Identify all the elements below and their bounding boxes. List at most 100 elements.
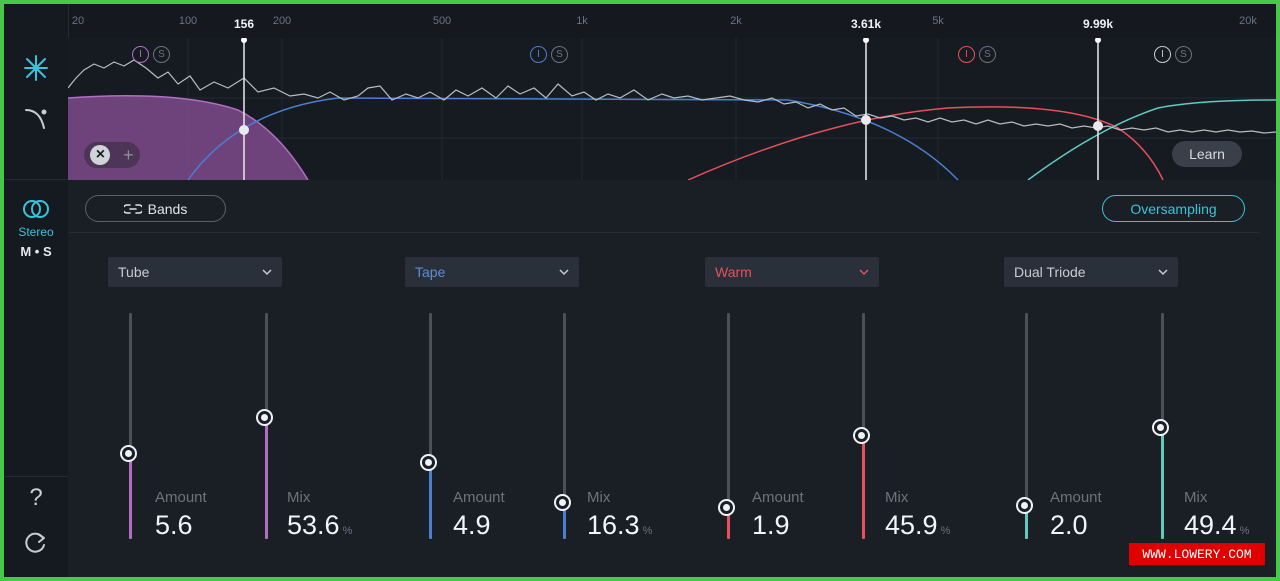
band-3-mix-slider[interactable] xyxy=(853,313,870,539)
band-3-amount-label: Amount xyxy=(752,489,804,506)
band-2-solo-toggle[interactable]: S xyxy=(551,46,568,63)
freq-tick: 200 xyxy=(272,15,292,27)
crossover-1-label: 156 xyxy=(233,17,255,31)
band-3-mix-fill xyxy=(862,435,865,539)
percent-unit: % xyxy=(940,525,951,537)
frequency-scale: 20 100 200 500 1k 2k 5k 20k 156 3.61k 9.… xyxy=(68,4,1276,38)
band-3-solo-toggle[interactable]: S xyxy=(979,46,996,63)
band-1-bypass-toggle[interactable]: I xyxy=(132,46,149,63)
remove-band-button[interactable]: × xyxy=(90,145,111,165)
band-2-amount-slider[interactable] xyxy=(420,313,437,539)
band-2-badges: I S xyxy=(530,46,568,63)
band-3-amount-fill xyxy=(727,507,730,539)
chevron-down-icon xyxy=(1158,269,1168,276)
chevron-down-icon xyxy=(859,269,869,276)
band-2-amount-value: 4.9 xyxy=(453,510,491,540)
percent-unit: % xyxy=(342,525,353,537)
spectrum-graph[interactable]: I S I S I S I S × + Learn xyxy=(68,38,1276,180)
band-3-amount-slider[interactable] xyxy=(718,313,735,539)
band-4-amount-knob[interactable] xyxy=(1016,496,1033,514)
band-2-curve xyxy=(187,97,959,180)
band-1-amount-value: 5.6 xyxy=(155,510,193,540)
band-4-type: Dual Triode xyxy=(1014,264,1086,280)
chevron-down-icon xyxy=(262,269,272,276)
band-4-amount-slider[interactable] xyxy=(1016,313,1033,539)
stereo-link-icon[interactable] xyxy=(18,196,54,222)
band-3-curve xyxy=(687,106,1164,180)
curve-icon[interactable] xyxy=(18,100,54,136)
band-1-mix-slider[interactable] xyxy=(256,313,273,539)
band-1-mix-label: Mix xyxy=(287,489,311,506)
band-1-type: Tube xyxy=(118,264,150,280)
freq-tick: 20 xyxy=(71,15,85,27)
freq-tick: 500 xyxy=(432,15,452,27)
bands-button[interactable]: Bands xyxy=(85,195,226,222)
band-4-amount-value: 2.0 xyxy=(1050,510,1088,540)
band-2-mix-slider[interactable] xyxy=(554,313,571,539)
band-1-amount-label: Amount xyxy=(155,489,207,506)
band-4-mix-slider[interactable] xyxy=(1152,313,1169,539)
stereo-label[interactable]: Stereo xyxy=(18,225,54,239)
bands-button-label: Bands xyxy=(147,200,188,217)
band-4-type-dropdown[interactable]: Dual Triode xyxy=(1004,257,1178,287)
percent-unit: % xyxy=(1239,525,1250,537)
band-1-solo-toggle[interactable]: S xyxy=(153,46,170,63)
freq-tick: 20k xyxy=(1239,15,1257,27)
band-2-mix-readout: 16.3% xyxy=(587,510,652,541)
band-1-mix-knob[interactable] xyxy=(256,409,273,427)
band-2-amount-label: Amount xyxy=(453,489,505,506)
band-2-mix-label: Mix xyxy=(587,489,611,506)
band-4-mix-readout: 49.4% xyxy=(1184,510,1249,541)
band-1-badges: I S xyxy=(132,46,170,63)
band-1-amount-knob[interactable] xyxy=(120,444,137,462)
saturation-mode-icon[interactable] xyxy=(18,50,54,86)
band-3-type: Warm xyxy=(715,264,752,280)
band-2-type-dropdown[interactable]: Tape xyxy=(405,257,579,287)
band-3-type-dropdown[interactable]: Warm xyxy=(705,257,879,287)
spectrum-trace xyxy=(68,59,1276,134)
band-3-amount-knob[interactable] xyxy=(718,498,735,516)
sidebar: Stereo M • S ? xyxy=(4,4,69,577)
band-2-amount-fill xyxy=(429,462,432,539)
band-3-badges: I S xyxy=(958,46,996,63)
crossover-2-label: 3.61k xyxy=(850,17,882,31)
band-2-bypass-toggle[interactable]: I xyxy=(530,46,547,63)
band-1-amount-fill xyxy=(129,453,132,539)
band-4-bypass-toggle[interactable]: I xyxy=(1154,46,1171,63)
freq-tick: 2k xyxy=(730,15,742,27)
add-band-button[interactable]: + xyxy=(123,144,134,165)
freq-tick: 100 xyxy=(178,15,198,27)
band-1-curve xyxy=(68,94,309,180)
band-3-mix-value: 45.9 xyxy=(885,510,938,540)
band-4-mix-knob[interactable] xyxy=(1152,418,1169,436)
band-controls: Bands Oversampling Tube Amount 5.6 Mix 5… xyxy=(68,180,1276,577)
band-2-amount-knob[interactable] xyxy=(420,453,437,471)
mid-side-toggle[interactable]: M • S xyxy=(20,244,52,259)
plugin-window: Stereo M • S ? 20 100 200 500 1k 2k 5k 2… xyxy=(4,4,1276,577)
band-2-type: Tape xyxy=(415,264,446,280)
freq-tick: 5k xyxy=(932,15,944,27)
band-3-mix-readout: 45.9% xyxy=(885,510,950,541)
band-1-mix-value: 53.6 xyxy=(287,510,340,540)
band-1-amount-slider[interactable] xyxy=(120,313,137,539)
controls-divider xyxy=(68,232,1260,233)
band-2-mix-knob[interactable] xyxy=(554,493,571,511)
band-3-amount-value: 1.9 xyxy=(752,510,790,540)
band-1-type-dropdown[interactable]: Tube xyxy=(108,257,282,287)
crossover-3-label: 9.99k xyxy=(1082,17,1114,31)
learn-button[interactable]: Learn xyxy=(1172,141,1242,167)
oversampling-button[interactable]: Oversampling xyxy=(1102,195,1245,222)
band-4-curve xyxy=(1027,99,1276,180)
band-3-mix-knob[interactable] xyxy=(853,426,870,444)
spectrum-display xyxy=(68,38,1276,180)
band-2-mix-value: 16.3 xyxy=(587,510,640,540)
band-4-amount-fill xyxy=(1025,505,1028,539)
band-4-badges: I S xyxy=(1154,46,1192,63)
band-4-solo-toggle[interactable]: S xyxy=(1175,46,1192,63)
chevron-down-icon xyxy=(559,269,569,276)
band-2-mix-fill xyxy=(563,502,566,539)
band-3-bypass-toggle[interactable]: I xyxy=(958,46,975,63)
band-1-mix-readout: 53.6% xyxy=(287,510,352,541)
help-button[interactable]: ? xyxy=(29,484,43,511)
refresh-icon[interactable] xyxy=(18,528,54,558)
